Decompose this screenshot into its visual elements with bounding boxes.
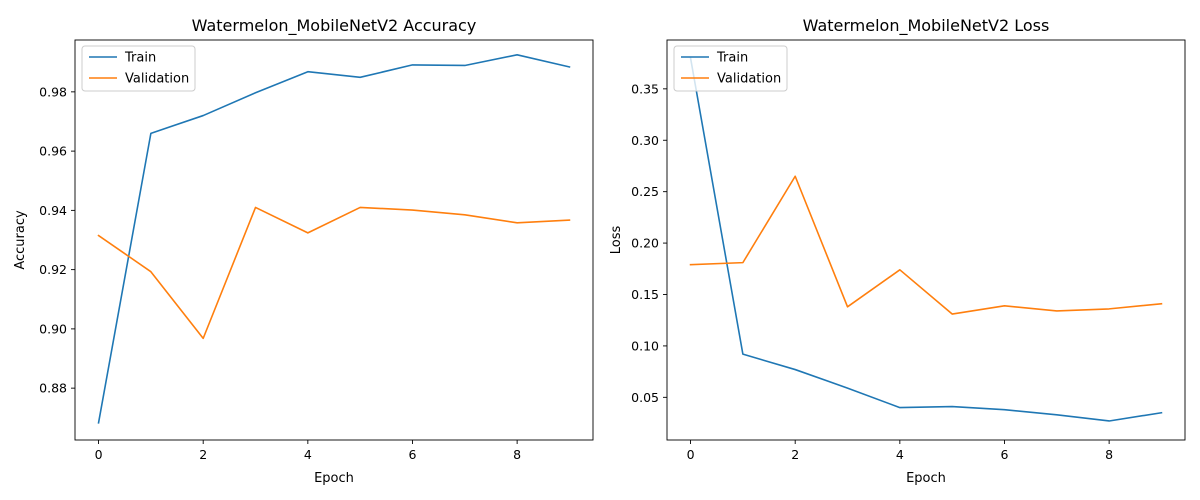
accuracy-chart: Watermelon_MobileNetV2 Accuracy 0 2 4 6 8 0.88… (13, 16, 594, 486)
loss-y-tick-label: 0.05 (631, 390, 659, 405)
loss-x-tick-label: 6 (1001, 447, 1009, 462)
loss-x-tick-label: 8 (1105, 447, 1113, 462)
accuracy-y-tick-label: 0.94 (39, 203, 67, 218)
loss-axes-frame (666, 39, 1186, 441)
accuracy-x-tick-label: 0 (95, 447, 103, 462)
loss-legend-label-validation: Validation (717, 72, 781, 87)
loss-chart: Watermelon_MobileNetV2 Loss 0 2 4 6 8 0.05 0.10… (609, 16, 1186, 486)
accuracy-y-tick-label: 0.96 (39, 144, 67, 159)
loss-series-line-validation (689, 175, 1163, 315)
loss-y-tick-label: 0.30 (631, 133, 659, 148)
loss-legend: Train Validation (673, 45, 788, 92)
accuracy-x-tick-label: 2 (199, 447, 207, 462)
loss-x-tick-label: 2 (791, 447, 799, 462)
loss-x-tick-label: 0 (687, 447, 695, 462)
loss-y-tick-label: 0.15 (631, 287, 659, 302)
accuracy-legend-label-validation: Validation (125, 72, 189, 87)
accuracy-x-axis-label: Epoch (314, 471, 354, 486)
accuracy-legend-label-train: Train (124, 51, 156, 66)
loss-chart-title: Watermelon_MobileNetV2 Loss (803, 16, 1050, 36)
loss-x-tick-label: 4 (896, 447, 904, 462)
loss-y-tick-label: 0.35 (631, 81, 659, 96)
accuracy-series-line-train (97, 54, 571, 424)
accuracy-axes-frame (74, 39, 594, 441)
accuracy-x-tick-label: 8 (513, 447, 521, 462)
accuracy-y-tick-label: 0.90 (39, 321, 67, 336)
accuracy-y-tick-label: 0.98 (39, 84, 67, 99)
loss-x-axis-label: Epoch (906, 471, 946, 486)
accuracy-y-axis-label: Accuracy (13, 210, 28, 270)
accuracy-y-tick-label: 0.92 (39, 262, 67, 277)
loss-y-tick-label: 0.10 (631, 338, 659, 353)
loss-y-tick-label: 0.20 (631, 236, 659, 251)
loss-series-line-train (689, 57, 1163, 422)
accuracy-series-line-validation (97, 206, 571, 340)
accuracy-y-tick-label: 0.88 (39, 381, 67, 396)
accuracy-chart-title: Watermelon_MobileNetV2 Accuracy (192, 16, 477, 36)
accuracy-legend: Train Validation (81, 45, 196, 92)
loss-legend-label-train: Train (716, 51, 748, 66)
loss-y-axis-label: Loss (609, 226, 624, 255)
accuracy-x-tick-label: 4 (304, 447, 312, 462)
accuracy-x-tick-label: 6 (409, 447, 417, 462)
loss-y-tick-label: 0.25 (631, 184, 659, 199)
